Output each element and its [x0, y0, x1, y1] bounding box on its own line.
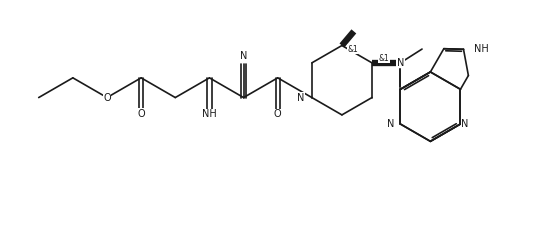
Text: O: O — [137, 109, 145, 119]
Text: N: N — [240, 51, 247, 61]
Text: &1: &1 — [347, 45, 358, 54]
Text: N: N — [387, 119, 395, 129]
Text: N: N — [397, 58, 404, 68]
Text: O: O — [103, 93, 111, 103]
Text: N: N — [461, 119, 469, 129]
Text: O: O — [274, 109, 281, 119]
Text: &1: &1 — [378, 54, 389, 62]
Text: N: N — [298, 93, 305, 103]
Text: NH: NH — [202, 109, 217, 119]
Text: NH: NH — [474, 44, 489, 54]
